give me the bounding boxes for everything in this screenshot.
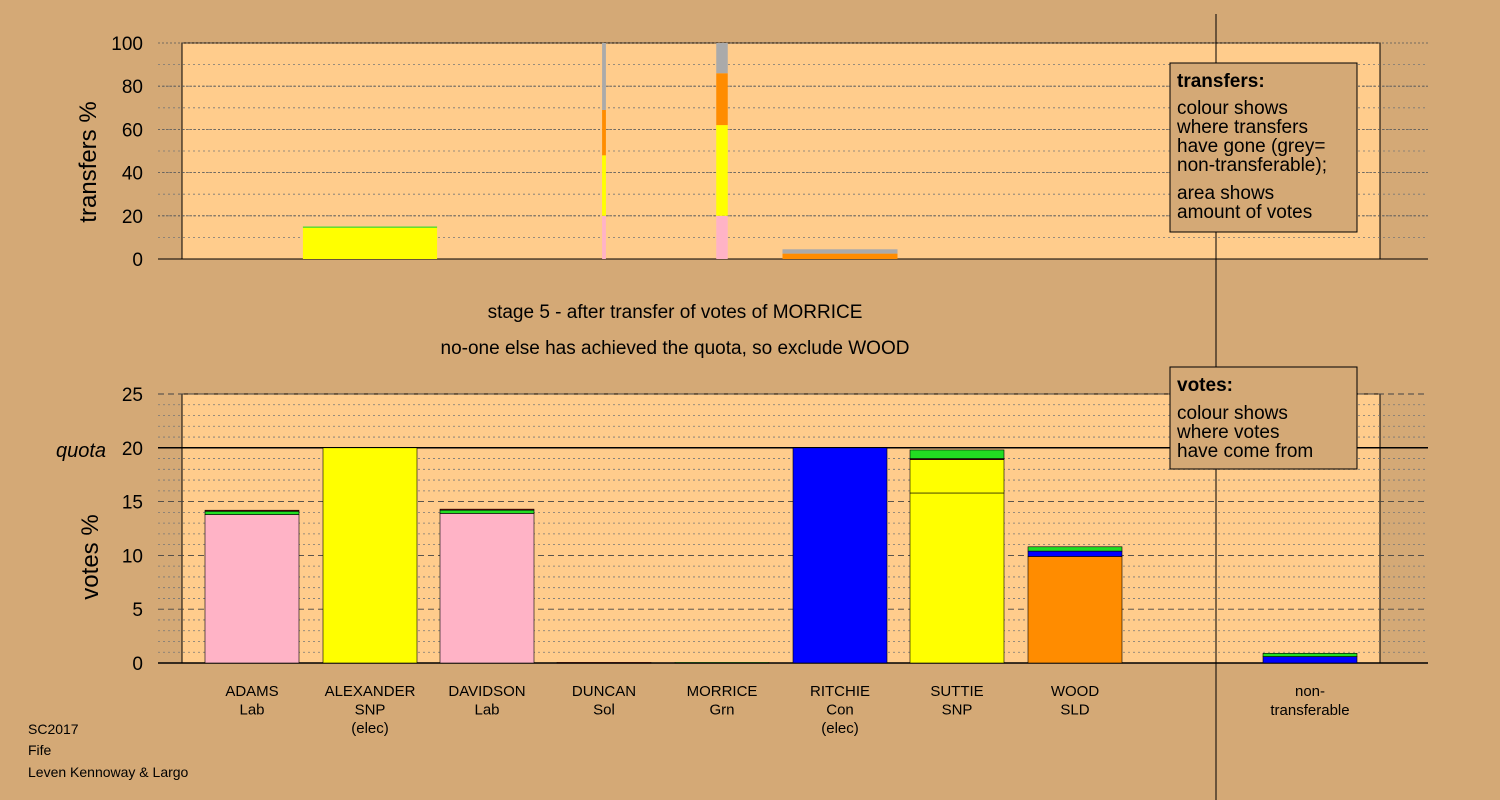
- footer-election: SC2017: [28, 721, 79, 737]
- y-tick-label: 40: [122, 164, 143, 185]
- votes-y-axis-label: votes %: [77, 514, 104, 599]
- candidate-label-alexander: SNP: [355, 702, 386, 719]
- transfers-legend-line: where transfers: [1176, 117, 1308, 138]
- y-tick-label: 80: [122, 77, 143, 98]
- vote-segment-wood: [1027, 556, 1123, 664]
- vote-segment-suttie: [909, 449, 1005, 459]
- candidate-label-duncan: Sol: [593, 702, 615, 719]
- y-tick-label: 10: [122, 546, 143, 567]
- vote-segment-adams: [204, 514, 300, 664]
- votes-legend-line: colour shows: [1177, 403, 1288, 424]
- transfer-segment-morrice: [716, 125, 728, 216]
- candidate-label-adams: Lab: [239, 702, 264, 719]
- candidate-label-ritchie: (elec): [821, 720, 859, 737]
- votes-legend-box: votes: colour shows where votes have com…: [1169, 366, 1358, 470]
- y-tick-label: 25: [122, 385, 143, 406]
- y-tick-label: 60: [122, 120, 143, 141]
- y-tick-label: 15: [122, 493, 143, 514]
- votes-legend-line: where votes: [1176, 422, 1279, 443]
- candidate-labels: ADAMSLabALEXANDERSNP(elec)DAVIDSONLabDUN…: [225, 683, 1099, 737]
- candidate-label-morrice: Grn: [709, 702, 734, 719]
- y-tick-label: 5: [132, 600, 143, 621]
- transfer-segment-morrice: [716, 73, 728, 126]
- transfers-legend-line: area shows: [1177, 183, 1274, 204]
- transfer-segment-duncan: [602, 43, 606, 110]
- y-tick-label: 0: [132, 250, 143, 271]
- vote-segment-davidson: [439, 508, 535, 511]
- y-tick-label: 20: [122, 207, 143, 228]
- nontransferable-label-line2: transferable: [1270, 702, 1349, 719]
- transfers-legend-line: amount of votes: [1177, 202, 1312, 223]
- quota-label: quota: [56, 440, 106, 462]
- transfers-legend-line: colour shows: [1177, 98, 1288, 119]
- transfer-segment-duncan: [602, 155, 606, 216]
- vote-segment-adams: [204, 510, 300, 515]
- vote-segment-davidson: [439, 513, 535, 664]
- y-tick-label: 20: [122, 439, 143, 460]
- candidate-label-davidson: DAVIDSON: [448, 683, 525, 700]
- candidate-label-davidson: Lab: [474, 702, 499, 719]
- transfers-y-ticks: 0 20 40 60 80 100: [111, 34, 143, 271]
- transfer-segment-morrice: [716, 43, 728, 74]
- transfers-legend-box: transfers: colour shows where transfers …: [1169, 62, 1358, 233]
- y-tick-label: 0: [132, 654, 143, 675]
- votes-bars: [204, 447, 1358, 664]
- transfer-segment-duncan: [602, 109, 606, 156]
- candidate-label-wood: SLD: [1060, 702, 1089, 719]
- candidate-label-suttie: SUTTIE: [930, 683, 983, 700]
- candidate-label-wood: WOOD: [1051, 683, 1099, 700]
- vote-segment-davidson: [439, 509, 535, 514]
- stage-title: stage 5 - after transfer of votes of MOR…: [488, 302, 863, 323]
- transfer-segment-duncan: [602, 215, 606, 259]
- votes-legend-line: have come from: [1177, 441, 1313, 462]
- candidate-label-ritchie: Con: [826, 702, 854, 719]
- transfer-segment-morrice: [716, 215, 728, 259]
- transfers-legend-line: non-transferable);: [1177, 155, 1327, 176]
- votes-legend-frame: [1169, 366, 1358, 470]
- nontransferable-label-line1: non-: [1295, 683, 1325, 700]
- candidate-label-adams: ADAMS: [225, 683, 278, 700]
- vote-segment-duncan: [556, 662, 652, 664]
- transfers-bars: [302, 43, 898, 259]
- transfers-legend-line: have gone (grey=: [1177, 136, 1325, 157]
- vote-segment-suttie: [909, 492, 1005, 664]
- footer-council: Fife: [28, 742, 52, 758]
- vote-segment-non-transferable: [1262, 653, 1358, 657]
- transfers-legend-frame: [1169, 62, 1358, 233]
- transfer-segment-ritchie: [782, 249, 898, 254]
- vote-segment-non-transferable: [1262, 656, 1358, 664]
- candidate-label-suttie: SNP: [942, 702, 973, 719]
- transfer-segment-alexander: [302, 226, 438, 228]
- votes-panel: 0 5 10 15 20 25 votes % quota: [56, 385, 1428, 675]
- vote-segment-alexander: [322, 447, 418, 664]
- vote-segment-adams: [204, 509, 300, 512]
- y-tick-label: 100: [111, 34, 143, 55]
- candidate-label-morrice: MORRICE: [687, 683, 758, 700]
- transfers-y-axis-label: transfers %: [75, 101, 102, 222]
- candidate-label-alexander: ALEXANDER: [325, 683, 416, 700]
- stage-subtitle: no-one else has achieved the quota, so e…: [441, 338, 910, 359]
- candidate-label-duncan: DUNCAN: [572, 683, 636, 700]
- transfer-segment-alexander: [302, 227, 438, 259]
- vote-segment-wood: [1027, 550, 1123, 557]
- transfer-segment-ritchie: [782, 253, 898, 259]
- votes-y-ticks: 0 5 10 15 20 25: [122, 385, 143, 675]
- vote-segment-ritchie: [792, 447, 888, 664]
- vote-segment-wood: [1027, 546, 1123, 552]
- candidate-label-ritchie: RITCHIE: [810, 683, 870, 700]
- votes-legend-heading: votes:: [1177, 375, 1233, 396]
- candidate-label-alexander: (elec): [351, 720, 389, 737]
- transfers-legend-heading: transfers:: [1177, 71, 1265, 92]
- vote-segment-suttie: [909, 459, 1005, 494]
- footer-ward: Leven Kennoway & Largo: [28, 764, 189, 780]
- vote-segment-morrice: [674, 662, 770, 664]
